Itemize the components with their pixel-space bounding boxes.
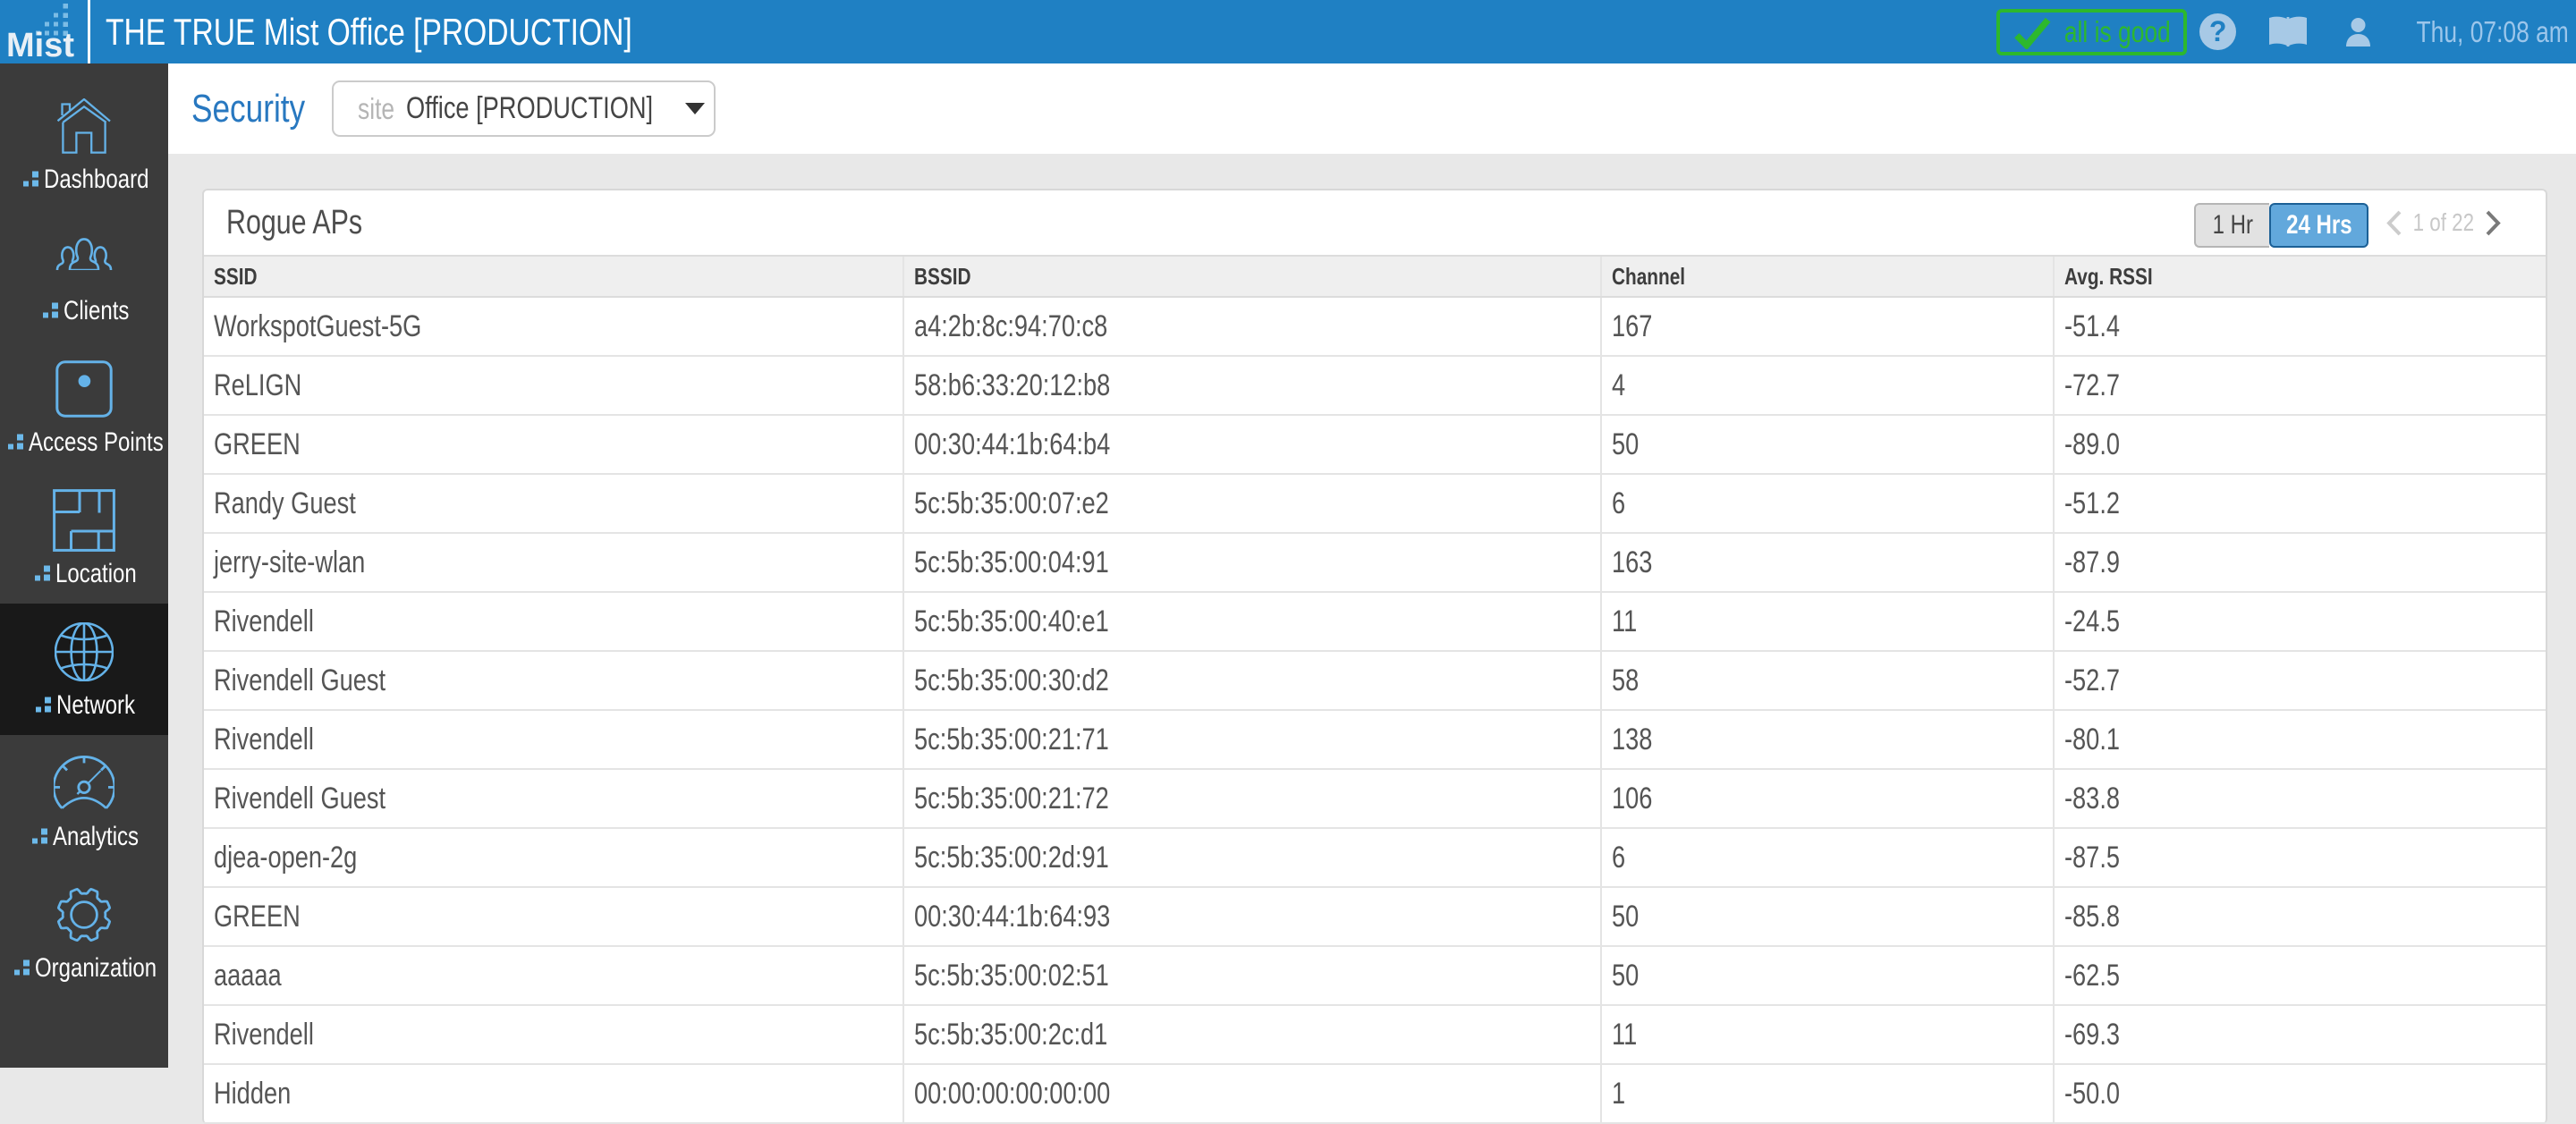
- svg-text:Mist: Mist: [6, 27, 74, 63]
